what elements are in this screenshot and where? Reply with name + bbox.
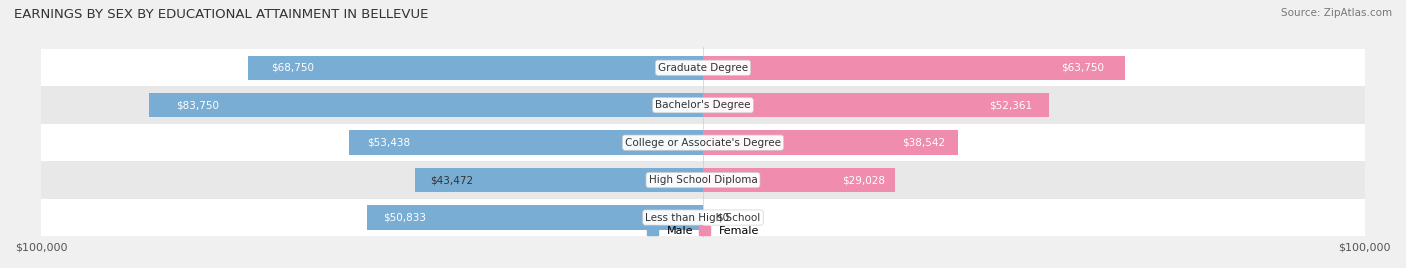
Bar xyxy=(149,93,703,117)
Bar xyxy=(703,131,957,155)
Text: $52,361: $52,361 xyxy=(988,100,1032,110)
Text: $63,750: $63,750 xyxy=(1060,63,1104,73)
Text: College or Associate's Degree: College or Associate's Degree xyxy=(626,138,780,148)
Bar xyxy=(41,199,1365,236)
Text: High School Diploma: High School Diploma xyxy=(648,175,758,185)
Bar xyxy=(367,205,703,230)
Text: $43,472: $43,472 xyxy=(430,175,472,185)
Bar xyxy=(41,87,1365,124)
Text: $29,028: $29,028 xyxy=(842,175,886,185)
Text: $53,438: $53,438 xyxy=(367,138,411,148)
Text: Source: ZipAtlas.com: Source: ZipAtlas.com xyxy=(1281,8,1392,18)
Bar xyxy=(41,161,1365,199)
Text: Less than High School: Less than High School xyxy=(645,213,761,222)
Legend: Male, Female: Male, Female xyxy=(647,226,759,236)
Bar xyxy=(703,93,1049,117)
Bar xyxy=(703,168,896,192)
Text: Graduate Degree: Graduate Degree xyxy=(658,63,748,73)
Text: EARNINGS BY SEX BY EDUCATIONAL ATTAINMENT IN BELLEVUE: EARNINGS BY SEX BY EDUCATIONAL ATTAINMEN… xyxy=(14,8,429,21)
Text: $0: $0 xyxy=(716,213,730,222)
Bar xyxy=(41,49,1365,87)
Text: $50,833: $50,833 xyxy=(384,213,426,222)
Bar xyxy=(349,131,703,155)
Bar xyxy=(703,55,1125,80)
Text: $83,750: $83,750 xyxy=(177,100,219,110)
Bar xyxy=(247,55,703,80)
Text: $38,542: $38,542 xyxy=(903,138,945,148)
Bar xyxy=(415,168,703,192)
Text: Bachelor's Degree: Bachelor's Degree xyxy=(655,100,751,110)
Bar xyxy=(41,124,1365,161)
Text: $68,750: $68,750 xyxy=(271,63,314,73)
